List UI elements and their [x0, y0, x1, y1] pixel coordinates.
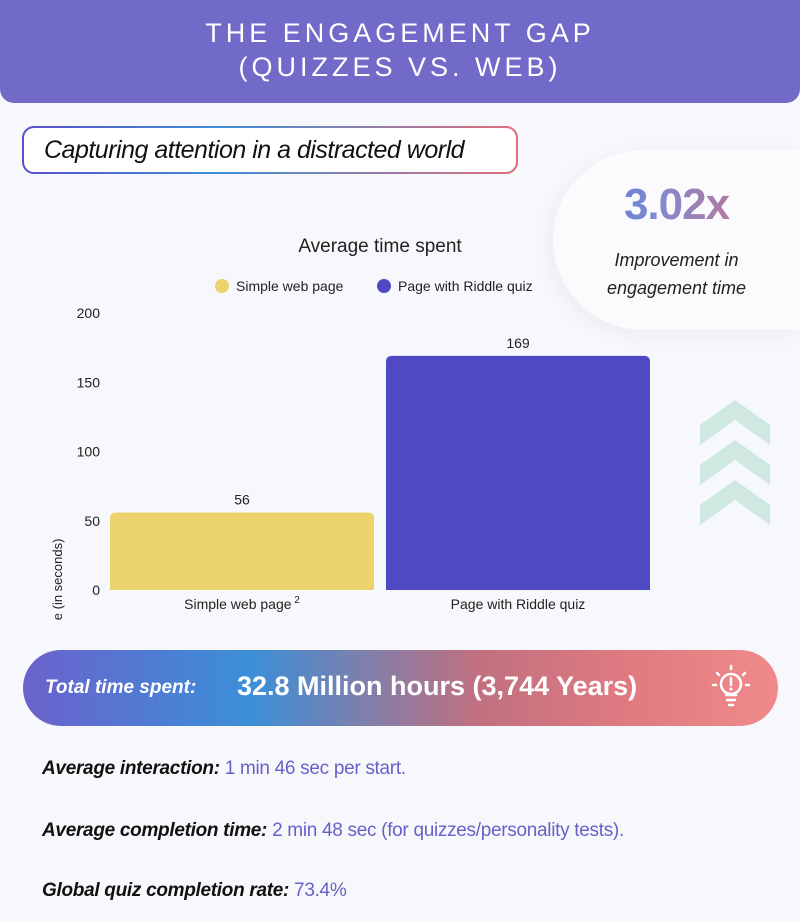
y-tick-label: 100: [77, 444, 101, 460]
total-time-banner: Total time spent: 32.8 Million hours (3,…: [23, 650, 778, 726]
callout-bubble: [553, 150, 800, 330]
stat-label: Global quiz completion rate:: [42, 880, 290, 901]
y-tick-label: 50: [84, 513, 100, 529]
y-axis-label: Time (in seconds): [50, 539, 65, 620]
x-tick-label: Page with Riddle quiz: [451, 596, 586, 612]
tagline-box: Capturing attention in a distracted worl…: [22, 126, 518, 174]
chart-title: Average time spent: [298, 236, 462, 257]
stat-label: Average completion time:: [42, 820, 268, 841]
bar-chart: Average time spent Simple web page Page w…: [50, 236, 650, 620]
legend-label: Page with Riddle quiz: [398, 278, 533, 294]
legend-marker: [215, 279, 229, 293]
multiplier-description: Improvement in engagement time: [553, 246, 800, 302]
banner-label: Total time spent:: [45, 677, 197, 698]
stat-label: Average interaction:: [42, 758, 220, 779]
multiplier-value: 3.02x: [553, 180, 800, 230]
bar-0: [110, 512, 374, 590]
stat-average-completion: Average completion time: 2 min 48 sec (f…: [42, 820, 624, 842]
title-line-1: THE ENGAGEMENT GAP: [205, 18, 595, 48]
stat-completion-rate: Global quiz completion rate: 73.4%: [42, 880, 347, 902]
data-label: 56: [234, 491, 250, 507]
data-label: 169: [506, 335, 530, 351]
stat-value: 2 min 48 sec (for quizzes/personality te…: [272, 820, 624, 841]
legend-marker: [377, 279, 391, 293]
footnote-superscript: 2: [292, 595, 301, 606]
tagline-text: Capturing attention in a distracted worl…: [24, 128, 516, 172]
x-tick-label: Simple web page 2: [184, 595, 300, 612]
chart-legend: Simple web page Page with Riddle quiz: [215, 278, 533, 294]
stat-value: 73.4%: [294, 880, 347, 901]
lightbulb-icon: [711, 664, 751, 707]
y-ticks: 0 50 100 150 200: [77, 305, 101, 598]
chevrons-up-icon: [700, 400, 770, 525]
bar-1: [386, 355, 650, 590]
title-line-2: (QUIZZES VS. WEB): [238, 52, 562, 82]
y-tick-label: 0: [92, 582, 100, 598]
header-banner: THE ENGAGEMENT GAP (QUIZZES VS. WEB): [0, 0, 800, 103]
desc-line-2: engagement time: [606, 278, 747, 298]
desc-line-1: Improvement in: [614, 250, 739, 270]
banner-value: 32.8 Million hours (3,744 Years): [237, 671, 638, 701]
legend-label: Simple web page: [236, 278, 344, 294]
x-tick-labels: Simple web page 2 Page with Riddle quiz: [184, 595, 585, 612]
stat-average-interaction: Average interaction: 1 min 46 sec per st…: [42, 758, 406, 780]
y-tick-label: 200: [77, 305, 101, 321]
stat-value: 1 min 46 sec per start.: [224, 758, 406, 779]
bars: 56 169: [110, 335, 650, 590]
y-tick-label: 150: [77, 374, 101, 390]
